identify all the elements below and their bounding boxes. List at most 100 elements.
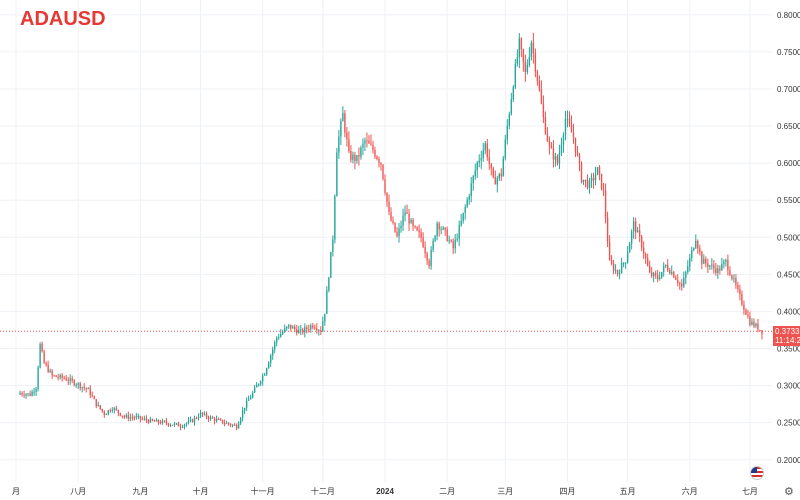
candle-body xyxy=(137,415,140,417)
candle-body xyxy=(187,420,190,424)
candle-body xyxy=(322,321,324,332)
y-tick-label: 0.4000 xyxy=(777,307,800,316)
candle-body xyxy=(719,268,721,271)
candle-body xyxy=(576,151,579,155)
candle-body xyxy=(532,42,535,53)
candle-body xyxy=(145,418,148,421)
candle-body xyxy=(227,422,230,425)
candle-body xyxy=(644,253,647,259)
candle-body xyxy=(626,252,629,263)
candle-body xyxy=(659,277,661,280)
candle-body xyxy=(542,103,545,118)
candle-body xyxy=(163,420,166,422)
candle-body xyxy=(53,375,55,377)
candle-body xyxy=(418,230,420,233)
candle-body xyxy=(165,421,168,424)
candle-body xyxy=(709,265,711,267)
candle-body xyxy=(261,375,264,382)
candle-body xyxy=(314,327,316,329)
candle-body xyxy=(749,316,751,325)
candle-body xyxy=(93,396,95,400)
candle-body xyxy=(149,419,152,423)
candle-body xyxy=(743,304,745,310)
candle-body xyxy=(490,163,492,169)
candle-body xyxy=(201,412,204,415)
candles xyxy=(19,32,763,431)
candle-body xyxy=(255,385,258,388)
candle-body xyxy=(516,57,519,64)
candle-body xyxy=(189,419,192,421)
y-tick-label: 0.5000 xyxy=(777,233,800,242)
candle-body xyxy=(544,117,547,134)
candle-body xyxy=(406,212,408,214)
candle-body xyxy=(229,424,232,426)
candle-body xyxy=(334,196,336,240)
us-flag-icon[interactable] xyxy=(750,466,764,480)
candle-body xyxy=(298,329,300,334)
y-tick-label: 0.4500 xyxy=(777,270,800,279)
candle-body xyxy=(267,362,270,369)
candle-body xyxy=(538,80,541,90)
candle-body xyxy=(231,424,234,426)
x-tick-label: 月 xyxy=(12,487,20,496)
candle-body xyxy=(552,148,555,160)
candle-body xyxy=(496,178,498,185)
candle-body xyxy=(23,394,25,396)
candle-body xyxy=(217,419,220,421)
candle-body xyxy=(376,156,378,160)
candle-body xyxy=(111,410,113,412)
gear-icon[interactable]: ⚙ xyxy=(784,485,794,498)
candle-body xyxy=(233,424,236,426)
candle-body xyxy=(578,154,581,164)
candle-body xyxy=(602,189,605,191)
candle-body xyxy=(691,250,693,258)
candle-body xyxy=(470,183,472,197)
candle-body xyxy=(630,231,633,244)
x-tick-label: 四月 xyxy=(559,487,575,496)
candle-body xyxy=(404,212,406,216)
candle-body xyxy=(135,416,138,418)
y-tick-label: 0.2000 xyxy=(777,456,800,465)
candle-body xyxy=(624,262,627,264)
candle-body xyxy=(241,410,244,419)
x-tick-label: 2024 xyxy=(376,487,394,496)
candle-body xyxy=(169,424,172,426)
candle-body xyxy=(157,419,160,423)
candle-body xyxy=(87,388,89,390)
candle-body xyxy=(608,241,611,261)
candle-body xyxy=(534,52,537,72)
candle-body xyxy=(29,393,31,396)
candle-body xyxy=(500,173,502,177)
candle-body xyxy=(697,240,699,249)
candle-body xyxy=(610,260,613,264)
candle-body xyxy=(568,118,571,125)
candle-body xyxy=(440,229,442,231)
candle-body xyxy=(199,412,202,417)
candle-body xyxy=(39,343,41,368)
candle-body xyxy=(272,349,274,356)
candle-body xyxy=(388,201,390,213)
candle-body xyxy=(25,394,27,396)
y-tick-label: 0.3500 xyxy=(777,345,800,354)
candle-body xyxy=(566,118,569,120)
candle-body xyxy=(372,144,374,151)
candle-body xyxy=(654,273,657,276)
candle-body xyxy=(324,313,326,322)
candle-body xyxy=(683,277,685,287)
candle-body xyxy=(426,253,428,261)
candle-body xyxy=(185,423,188,425)
candle-body xyxy=(642,247,645,254)
candle-body xyxy=(320,330,322,332)
x-tick-label: 六月 xyxy=(682,486,698,496)
candle-body xyxy=(560,144,563,153)
candle-body xyxy=(747,314,749,317)
candle-body xyxy=(370,143,372,145)
candle-body xyxy=(294,326,296,330)
candle-body xyxy=(502,158,505,177)
candle-body xyxy=(721,264,723,271)
candle-body xyxy=(203,413,206,415)
candle-body xyxy=(368,140,370,144)
candle-body xyxy=(498,173,500,179)
candle-body xyxy=(121,415,124,417)
